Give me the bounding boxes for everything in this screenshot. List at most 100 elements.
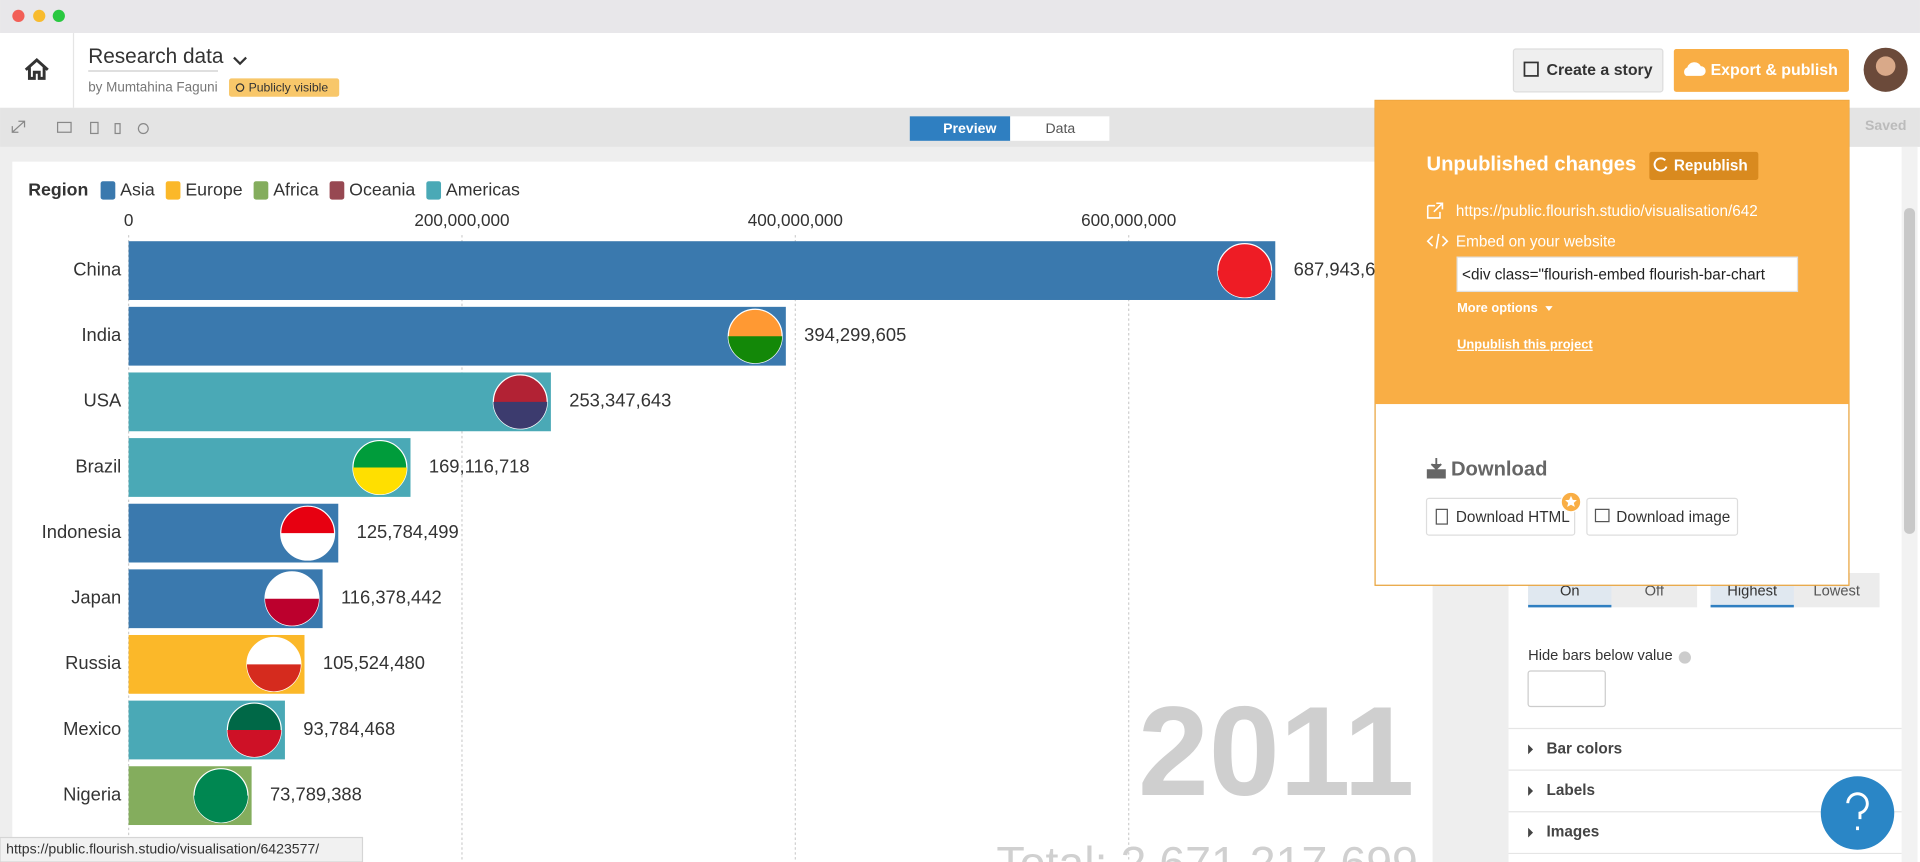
value-label: 93,784,468 bbox=[303, 718, 395, 739]
download-image-label[interactable]: Download image bbox=[1616, 509, 1730, 526]
preview-tab[interactable] bbox=[909, 116, 1011, 141]
toggle-option[interactable]: On bbox=[1560, 583, 1580, 599]
more-options-caret bbox=[1545, 306, 1553, 312]
help-button[interactable] bbox=[1820, 776, 1895, 850]
value-label: 116,378,442 bbox=[341, 587, 442, 608]
public-url[interactable]: https://public.flourish.studio/visualisa… bbox=[1456, 203, 1758, 220]
embed-code-box[interactable] bbox=[1456, 256, 1799, 293]
sections bbox=[1508, 727, 1902, 855]
toggle-option[interactable]: Highest bbox=[1727, 583, 1777, 599]
x-tick-label: 400,000,000 bbox=[748, 210, 843, 230]
value-label: 73,789,388 bbox=[270, 783, 362, 804]
help-icon[interactable] bbox=[1678, 651, 1691, 664]
close-button[interactable] bbox=[12, 9, 25, 23]
download-icon bbox=[1426, 457, 1446, 479]
status-bar bbox=[0, 836, 364, 862]
data-tab[interactable] bbox=[1010, 116, 1110, 141]
flag-lower bbox=[352, 467, 407, 495]
republish-button[interactable] bbox=[1649, 151, 1759, 180]
author: by Mumtahina Faguni bbox=[88, 80, 217, 95]
x-tick-label: 600,000,000 bbox=[1081, 210, 1176, 230]
republish-label[interactable]: Republish bbox=[1674, 158, 1748, 175]
value-label: 105,524,480 bbox=[323, 652, 425, 673]
preview-tab-label[interactable]: Preview bbox=[943, 120, 996, 136]
title-dropdown[interactable] bbox=[233, 56, 247, 66]
y-tick-label: Mexico bbox=[63, 718, 121, 739]
download-html-label[interactable]: Download HTML bbox=[1456, 509, 1570, 526]
toggle-option[interactable]: Lowest bbox=[1813, 583, 1860, 599]
unpublish-link[interactable]: Unpublish this project bbox=[1457, 337, 1593, 352]
download-title: Download bbox=[1451, 459, 1547, 481]
embed-code[interactable]: <div class="flourish-embed flourish-bar-… bbox=[1462, 267, 1766, 284]
code-icon bbox=[1426, 233, 1449, 249]
y-tick-label: China bbox=[73, 258, 122, 279]
embed-label: Embed on your website bbox=[1456, 233, 1616, 250]
total-label: Total: 2,671,217,699 bbox=[996, 837, 1418, 862]
bar bbox=[128, 306, 786, 366]
bar bbox=[128, 372, 551, 432]
zoom-button[interactable] bbox=[52, 9, 65, 23]
status-url: https://public.flourish.studio/visualisa… bbox=[6, 840, 319, 856]
popup-title: Unpublished changes bbox=[1427, 154, 1637, 176]
data-tab-label[interactable]: Data bbox=[1046, 120, 1076, 136]
avatar-face bbox=[1875, 56, 1896, 76]
legend-label: Americas bbox=[446, 180, 520, 200]
y-tick-label: Brazil bbox=[75, 455, 121, 476]
project-title[interactable]: Research data bbox=[88, 45, 224, 68]
x-tick-label: 0 bbox=[124, 210, 134, 230]
export-label[interactable]: Export & publish bbox=[1711, 62, 1838, 79]
file-icon bbox=[1435, 508, 1448, 525]
image-icon bbox=[1594, 508, 1610, 523]
y-tick-label: Japan bbox=[71, 587, 121, 608]
more-options[interactable]: More options bbox=[1457, 300, 1538, 315]
y-tick-label: India bbox=[81, 324, 122, 345]
home-icon[interactable] bbox=[24, 58, 49, 80]
toggle-option[interactable]: Off bbox=[1645, 583, 1665, 599]
legend-swatch bbox=[253, 181, 269, 200]
section-header[interactable]: Bar colors bbox=[1547, 740, 1623, 757]
download-image-button[interactable] bbox=[1586, 497, 1739, 536]
legend-label: Europe bbox=[185, 180, 242, 200]
x-tick-label: 200,000,000 bbox=[414, 210, 509, 230]
save-status: Saved bbox=[1865, 117, 1906, 133]
year-label: 2011 bbox=[1138, 680, 1414, 822]
section-header[interactable]: Images bbox=[1547, 824, 1600, 841]
create-story-button[interactable] bbox=[1512, 48, 1664, 93]
eye-icon bbox=[235, 83, 245, 92]
flag-lower bbox=[227, 730, 282, 757]
minimize-button[interactable] bbox=[33, 9, 46, 23]
export-button[interactable] bbox=[1673, 48, 1849, 92]
popup-header bbox=[1375, 100, 1849, 405]
legend-swatch bbox=[426, 181, 442, 200]
y-tick-label: USA bbox=[84, 390, 123, 411]
story-icon bbox=[1523, 61, 1539, 77]
title-bar bbox=[0, 0, 1920, 34]
flag-lower bbox=[728, 336, 783, 364]
flag-lower bbox=[246, 664, 301, 692]
value-input[interactable] bbox=[1527, 670, 1606, 708]
cloud-icon bbox=[1684, 62, 1706, 76]
value-label: 394,299,605 bbox=[804, 324, 906, 345]
create-story-label[interactable]: Create a story bbox=[1547, 62, 1653, 79]
flag-lower bbox=[280, 533, 335, 561]
visibility-badge bbox=[229, 78, 340, 97]
star bbox=[1565, 495, 1577, 507]
legend-swatch bbox=[100, 181, 116, 200]
setting-label: Hide bars below value bbox=[1528, 648, 1673, 664]
legend-label: Africa bbox=[273, 180, 318, 200]
legend-label: Oceania bbox=[349, 180, 415, 200]
refresh-icon bbox=[1653, 157, 1668, 172]
y-tick-label: Nigeria bbox=[63, 783, 122, 804]
bar bbox=[128, 241, 1276, 300]
scrollbar-thumb[interactable] bbox=[1904, 208, 1916, 534]
section-header[interactable]: Labels bbox=[1547, 782, 1595, 799]
value-label: 253,347,643 bbox=[569, 390, 671, 411]
legend-swatch bbox=[329, 181, 345, 200]
legend-title: Region bbox=[28, 180, 88, 200]
legend-swatch bbox=[165, 181, 181, 200]
value-label: 125,784,499 bbox=[357, 521, 459, 542]
view-icons[interactable] bbox=[11, 120, 149, 135]
download-html-button[interactable] bbox=[1425, 497, 1576, 536]
flag-lower bbox=[493, 401, 548, 429]
